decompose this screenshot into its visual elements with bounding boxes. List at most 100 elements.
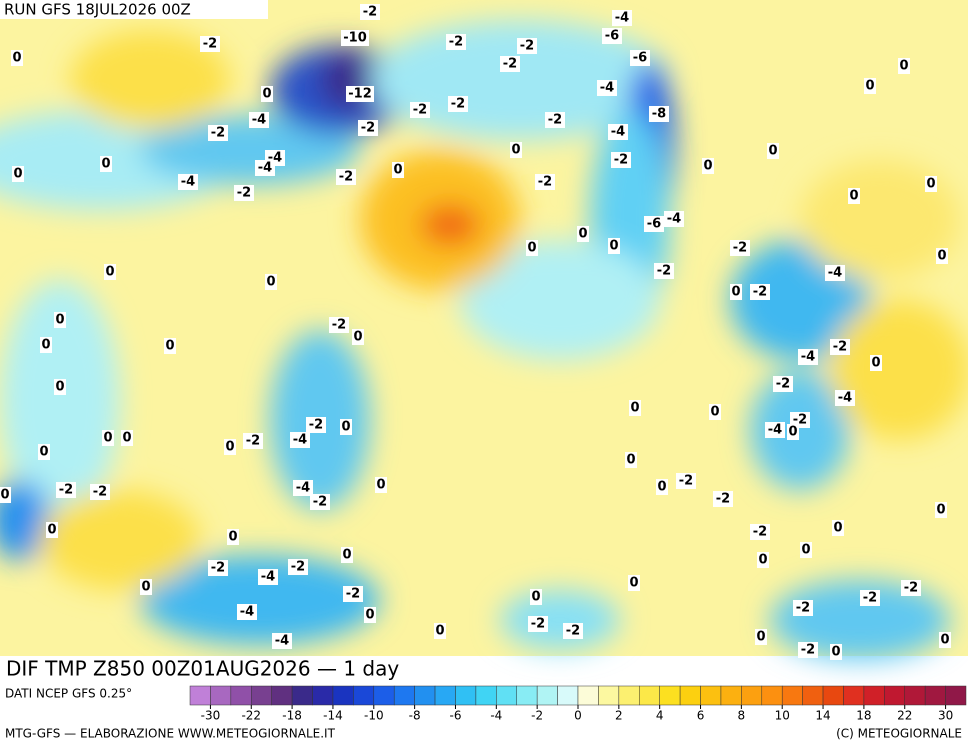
label-box [750,524,770,540]
contour-label: -2 [346,587,360,602]
label-box [140,579,152,595]
label-box [46,522,58,538]
colorbar-swatch [863,685,885,706]
contour-label: -4 [252,113,266,128]
contour-label: 0 [228,530,237,545]
contour-label: -4 [240,605,254,620]
contour-label: 0 [0,488,9,503]
contour-label: -4 [261,570,275,585]
colorbar-tick-label: 6 [697,709,705,723]
label-box [901,580,921,596]
label-box [597,80,617,96]
label-box [798,642,818,658]
colorbar-swatch [945,685,967,706]
colorbar-swatch [843,685,865,706]
contour-label: 0 [511,143,520,158]
contour-label: -2 [776,377,790,392]
contour-label: -2 [531,617,545,632]
label-box [208,125,228,141]
colorbar-swatch [822,685,844,706]
colorbar-tick-label: -22 [241,709,261,723]
contour-label: 0 [527,241,536,256]
contour-label: -2 [614,153,628,168]
colorbar-tick-label: -4 [490,709,502,723]
contour-label: -6 [605,29,619,44]
label-box [227,529,239,545]
colorbar-tick-label: -10 [364,709,384,723]
colorbar-tick-label: 30 [938,709,953,723]
contour-label: 0 [342,548,351,563]
label-box [306,417,326,433]
source-label: DATI NCEP GFS 0.25° [5,687,132,701]
contour-label: -2 [339,170,353,185]
label-box [341,547,353,563]
contour-label: -2 [657,264,671,279]
contour-label: -2 [796,601,810,616]
label-box [102,430,114,446]
contour-label: -2 [363,5,377,20]
label-box [249,112,269,128]
label-box [630,50,650,66]
contour-label: 0 [703,159,712,174]
label-box [611,152,631,168]
label-box [40,337,52,353]
contour-label: 0 [225,440,234,455]
label-box [360,4,380,20]
label-box [11,50,23,66]
colorbar-tick-label: 0 [574,709,582,723]
colorbar-tick-label: 8 [738,709,746,723]
label-box [825,265,845,281]
label-box [358,120,378,136]
colorbar-swatch [271,685,293,706]
contour-label: 0 [630,401,639,416]
label-box [644,216,664,232]
label-box [793,600,813,616]
label-box [730,240,750,256]
label-box [664,211,684,227]
label-box [208,560,228,576]
colorbar-swatch [516,685,538,706]
colorbar-swatch [577,685,599,706]
footer-right: (C) METEOGIORNALE [836,727,962,741]
colorbar-tick-label: 22 [897,709,912,723]
contour-label: 0 [609,239,618,254]
contour-label: 0 [266,275,275,290]
colorbar-tick-label: 2 [615,709,623,723]
contour-label: 0 [531,590,540,605]
label-box [410,102,430,118]
label-box [713,491,733,507]
contour-label: -2 [313,495,327,510]
contour-label: 0 [376,478,385,493]
contour-label: -6 [647,217,661,232]
label-box [830,339,850,355]
label-box [860,590,880,606]
label-box [352,329,364,345]
contour-label: 0 [849,189,858,204]
map-field [0,0,968,660]
colorbar-tick-label: -6 [449,709,461,723]
label-box [755,629,767,645]
contour-label: -4 [600,81,614,96]
header-box [0,0,268,19]
label-box [12,166,24,182]
colorbar-tick-label: -2 [531,709,543,723]
colorbar-swatch [455,685,477,706]
contour-label: -2 [904,581,918,596]
label-box [832,520,844,536]
contour-label: 0 [341,420,350,435]
label-box [709,404,721,420]
colorbar-swatch [434,685,456,706]
footer-left: MTG-GFS — ELABORAZIONE WWW.METEOGIORNALE… [5,727,336,741]
label-box [200,36,220,52]
label-box [936,248,948,264]
contour-label: -4 [768,423,782,438]
contour-label: 0 [758,553,767,568]
contour-label: -2 [863,591,877,606]
colorbar-tick-label: -14 [323,709,343,723]
colorbar-swatch [598,685,620,706]
label-box [676,473,696,489]
contour-label: -2 [203,37,217,52]
contour-label: 0 [831,645,840,660]
contour-label: 0 [926,177,935,192]
label-box [341,30,369,46]
